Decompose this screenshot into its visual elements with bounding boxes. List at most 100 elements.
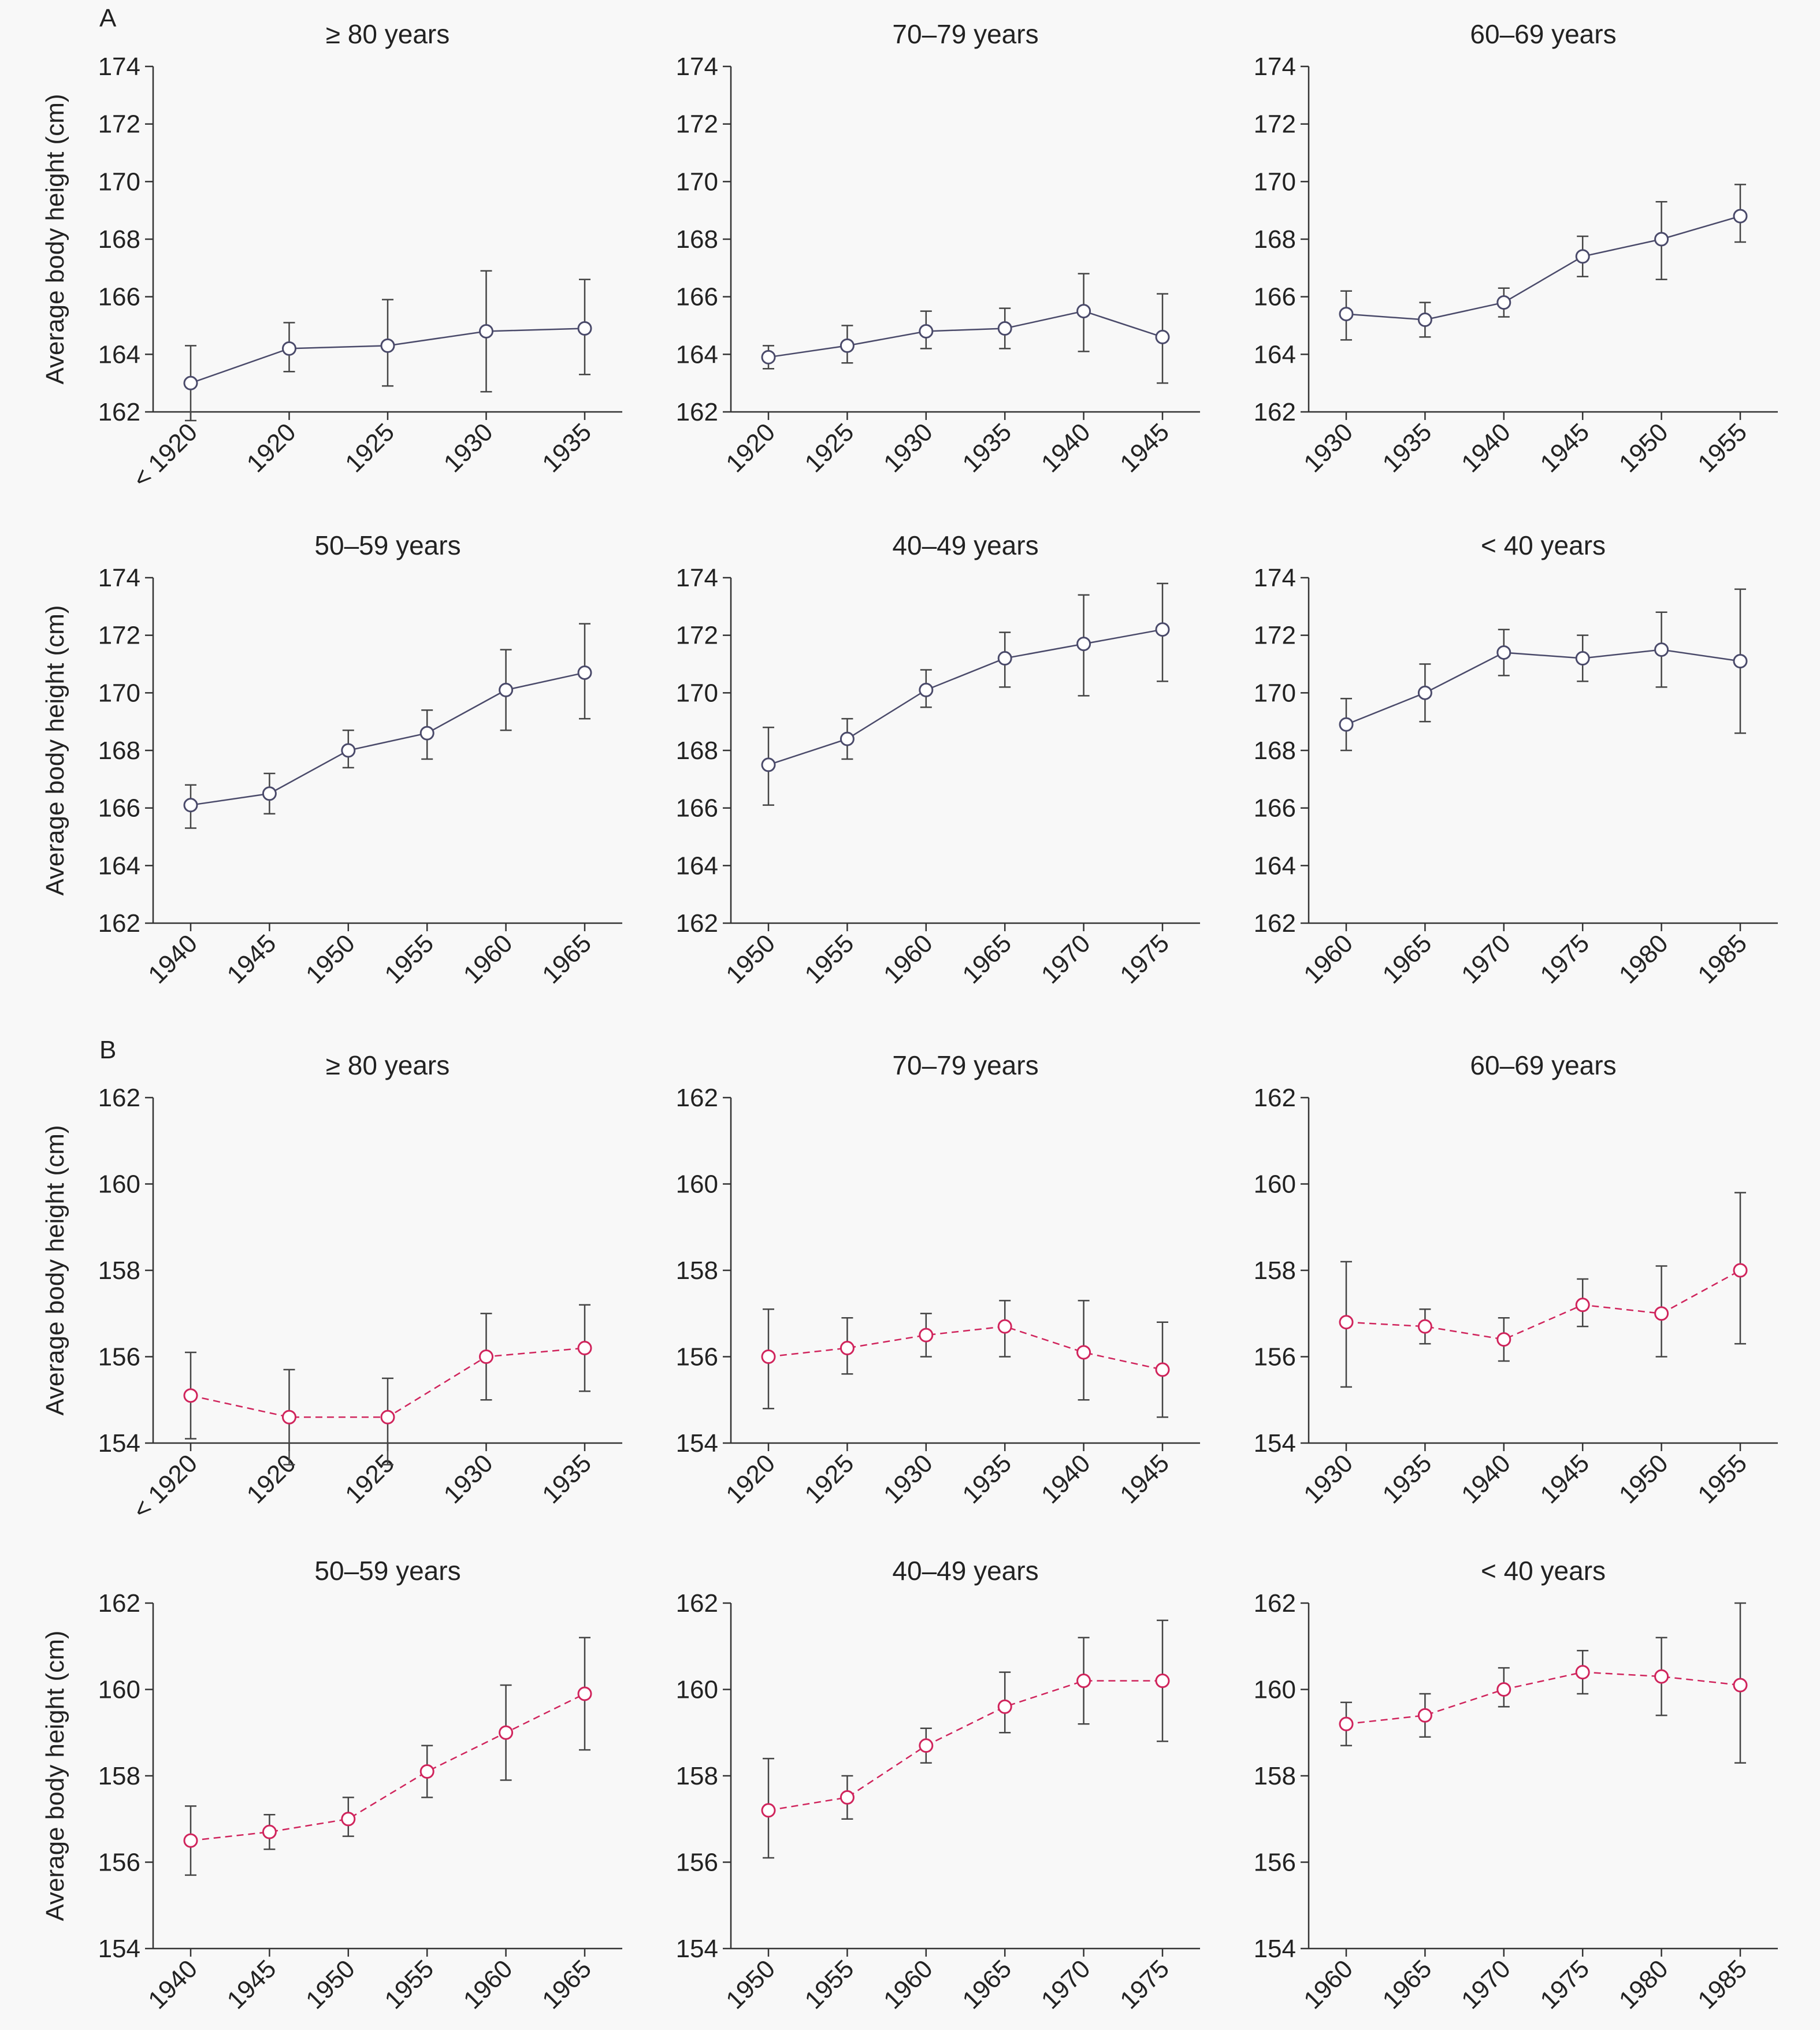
x-tick-label: 1920 (242, 418, 302, 478)
data-point (1496, 645, 1511, 660)
y-tick-label: 164 (676, 852, 718, 880)
data-point (282, 1410, 296, 1425)
y-tick-label: 156 (98, 1849, 140, 1877)
x-tick-label: 1940 (1456, 1449, 1516, 1509)
y-tick-label: 164 (1254, 852, 1296, 880)
data-point (997, 651, 1012, 666)
y-tick-label: 158 (676, 1256, 718, 1285)
x-tick-label: 1980 (1614, 929, 1674, 989)
y-axis-label: Average body height (cm) (41, 605, 69, 895)
y-tick-label: 168 (1254, 225, 1296, 254)
subplot-a-1: ≥ 80 years Average body height (cm) 162 164… (41, 19, 622, 493)
data-point (997, 321, 1012, 336)
y-tick-label: 154 (676, 1935, 718, 1963)
y-tick-label: 168 (676, 225, 718, 254)
data-point (1417, 685, 1432, 700)
y-tick-label: 156 (98, 1343, 140, 1371)
data-point (1339, 307, 1354, 322)
y-tick-label: 172 (676, 622, 718, 650)
y-tick-label: 168 (676, 737, 718, 765)
subplot-a-3: 60–69 years 162 164 166 168 170 172 174 1930 1935… (1254, 19, 1778, 478)
y-tick-label: 158 (676, 1762, 718, 1790)
data-point (840, 1790, 855, 1805)
x-tick-label: 1935 (537, 418, 597, 478)
data-point (1155, 1674, 1170, 1689)
data-point (419, 1764, 434, 1779)
data-point (1076, 637, 1091, 652)
x-tick-label: 1920 (720, 418, 781, 478)
data-point (183, 1388, 198, 1403)
y-tick-label: 154 (1254, 1429, 1296, 1458)
y-tick-label: 154 (1254, 1935, 1296, 1963)
x-tick-label: 1955 (379, 929, 439, 989)
y-tick-label: 162 (98, 909, 140, 938)
y-tick-label: 156 (676, 1343, 718, 1371)
x-tick-label: 1930 (1298, 1449, 1358, 1509)
y-tick-label: 174 (1254, 564, 1296, 592)
data-point (341, 1812, 356, 1827)
x-tick-label: 1920 (242, 1449, 302, 1509)
data-point (919, 1328, 934, 1343)
x-tick-label: 1925 (340, 1449, 400, 1509)
y-tick-label: 162 (1254, 1084, 1296, 1112)
x-tick-label: 1940 (143, 1954, 203, 2014)
x-tick-label: 1975 (1535, 929, 1595, 989)
x-tick-label: 1945 (1115, 1449, 1175, 1509)
x-tick-label: 1925 (800, 1449, 860, 1509)
y-tick-label: 166 (676, 794, 718, 823)
x-tick-label: 1955 (1692, 418, 1752, 478)
y-tick-label: 160 (98, 1170, 140, 1199)
x-tick-label: 1955 (800, 929, 860, 989)
x-tick-label: 1920 (720, 1449, 781, 1509)
series-line (768, 1680, 1162, 1812)
y-tick-label: 162 (1254, 398, 1296, 426)
y-tick-label: 158 (1254, 1762, 1296, 1790)
subplot-a-6: < 40 years 162 164 166 168 170 172 174 1960 1965 1… (1254, 530, 1778, 989)
data-point (840, 731, 855, 746)
x-tick-label: 1930 (878, 1449, 938, 1509)
y-tick-label: 162 (676, 398, 718, 426)
subplot-title: ≥ 80 years (326, 1050, 450, 1080)
y-tick-label: 166 (1254, 794, 1296, 823)
y-tick-label: 170 (1254, 168, 1296, 196)
x-tick-label: 1930 (878, 418, 938, 478)
x-tick-label: 1940 (143, 929, 203, 989)
data-point (183, 1833, 198, 1848)
subplot-title: ≥ 80 years (326, 19, 450, 49)
y-tick-label: 162 (1254, 1589, 1296, 1618)
data-point (1575, 1297, 1590, 1313)
data-point (997, 1699, 1012, 1714)
series-line (768, 310, 1163, 358)
y-tick-label: 160 (1254, 1676, 1296, 1704)
x-tick-label: 1935 (1377, 418, 1438, 478)
data-point (1417, 313, 1432, 328)
x-tick-label: 1930 (439, 1449, 499, 1509)
y-tick-label: 172 (1254, 110, 1296, 139)
x-tick-label: 1960 (878, 929, 938, 989)
x-tick-label: 1950 (300, 929, 361, 989)
x-tick-label: 1935 (1377, 1449, 1438, 1509)
series-line (1346, 1269, 1741, 1340)
x-tick-label: 1945 (1535, 1449, 1595, 1509)
x-tick-label: 1950 (720, 929, 781, 989)
y-tick-label: 164 (98, 340, 140, 369)
data-point (577, 321, 592, 336)
data-point (499, 682, 514, 697)
subplot-a-2: 70–79 years 162 164 166 168 170 172 174 1920 1925… (676, 19, 1200, 478)
x-tick-label: 1985 (1692, 929, 1752, 989)
x-tick-label: < 1920 (127, 418, 203, 493)
y-tick-label: 172 (676, 110, 718, 139)
x-tick-label: 1970 (1456, 929, 1516, 989)
y-tick-label: 172 (98, 622, 140, 650)
x-tick-label: 1975 (1535, 1954, 1595, 2014)
data-point (1076, 1674, 1091, 1689)
y-tick-label: 166 (676, 283, 718, 311)
x-tick-label: 1925 (340, 418, 400, 478)
y-tick-label: 162 (676, 1589, 718, 1618)
y-tick-label: 160 (1254, 1170, 1296, 1199)
x-tick-label: 1955 (800, 1954, 860, 2014)
data-point (262, 786, 277, 801)
data-point (380, 338, 395, 353)
x-tick-label: 1960 (458, 1954, 518, 2014)
data-point (1654, 642, 1669, 657)
